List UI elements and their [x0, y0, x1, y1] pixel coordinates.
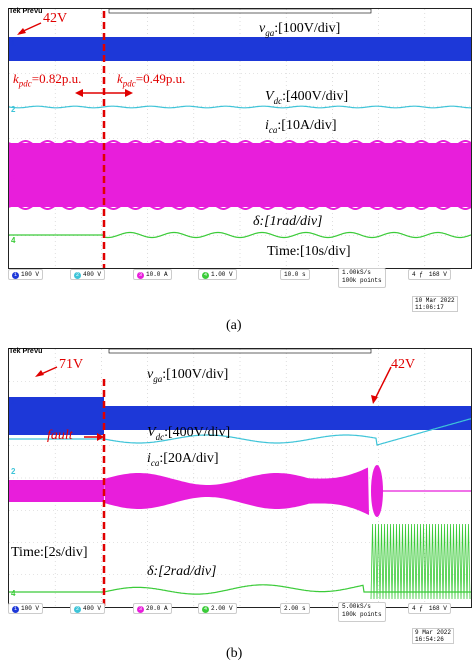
ch4-marker: 4 — [11, 589, 16, 598]
vga-band — [9, 37, 471, 61]
ch3-setting[interactable]: 3 20.0 A — [133, 603, 172, 614]
datetime-a: 10 Mar 2022 11:06:17 — [412, 296, 458, 312]
voltage-right-arrow — [374, 366, 392, 400]
ica-band — [9, 143, 471, 207]
fault-label: fault — [47, 428, 73, 443]
ch3-setting[interactable]: 3 10.0 A — [133, 269, 172, 280]
vga-band-prefault — [9, 397, 104, 435]
voltage-left-note: 71V — [59, 357, 84, 372]
ch1-setting[interactable]: 1 100 V — [8, 269, 44, 280]
panel-b: Tek PreVu 1 2 3 4 71V 42V fault vga:[100… — [0, 340, 474, 661]
fault-arrowhead — [97, 433, 104, 441]
vdc-trace — [9, 105, 471, 109]
ch4-marker: 4 — [11, 236, 16, 245]
sample-rate: 5.00kS/s 100k points — [338, 602, 386, 622]
voltage-left-arrowhead — [35, 370, 44, 377]
ica-band-prefault — [9, 480, 104, 502]
ch4-setting[interactable]: 4 2.00 V — [198, 603, 237, 614]
ica-burst — [371, 465, 383, 517]
scope-screen-a: Tek PreVu 1 2 3 4 42V kpdc=0.82p.u. kpdc… — [8, 8, 472, 269]
vdc-trace — [9, 418, 471, 446]
time-scale-label: Time:[2s/div] — [11, 545, 88, 560]
status-bar-b: 1 100 V 2 400 V 3 20.0 A 4 2.00 V 2.00 s 5.0… — [8, 602, 470, 622]
voltage-right-note: 42V — [391, 357, 416, 372]
scope-brand: Tek PreVu — [9, 8, 43, 15]
waveform-plot-b — [9, 349, 471, 607]
caption-a: (a) — [226, 318, 242, 333]
delta-label: δ:[1rad/div] — [253, 214, 323, 229]
timebase-setting[interactable]: 10.0 s — [280, 269, 310, 280]
kpdc-arrowhead-left — [75, 89, 83, 97]
ch1-setting[interactable]: 1 100 V — [8, 603, 44, 614]
vga-band-postfault — [104, 406, 471, 430]
delta-trace — [9, 584, 471, 595]
voltage-right-arrowhead — [371, 395, 378, 404]
panel-a: Tek PreVu 1 2 3 4 42V kpdc=0.82p.u. kpdc… — [0, 0, 474, 333]
voltage-arrowhead — [17, 28, 26, 35]
ica-edge-top — [9, 140, 471, 146]
trigger-window — [108, 9, 372, 14]
trigger-window — [108, 349, 372, 354]
ch3-marker: 3 — [11, 174, 16, 183]
ch4-setting[interactable]: 4 1.00 V — [198, 269, 237, 280]
kpdc-right-label: kpdc=0.49p.u. — [117, 71, 186, 89]
time-scale-label: Time:[10s/div] — [267, 244, 351, 259]
delta-label: δ:[2rad/div] — [147, 564, 217, 579]
voltage-note: 42V — [43, 11, 68, 26]
ch2-setting[interactable]: 2 400 V — [70, 603, 106, 614]
scope-screen-b: Tek PreVu 1 2 3 4 71V 42V fault vga:[100… — [8, 348, 472, 608]
kpdc-arrowhead-right — [125, 89, 133, 97]
waveform-plot-a — [9, 9, 471, 268]
vdc-label: Vdc:[400V/div] — [147, 425, 231, 442]
timebase-setting[interactable]: 2.00 s — [280, 603, 310, 614]
ica-edge-bottom — [9, 204, 471, 210]
ch3-marker: 3 — [11, 479, 16, 488]
vga-label: vga:[100V/div] — [259, 21, 341, 38]
ch1-marker: 1 — [11, 397, 16, 406]
status-bar-a: 1 100 V 2 400 V 3 10.0 A 4 1.00 V 10.0 s 1.0… — [8, 268, 470, 288]
vga-label: vga:[100V/div] — [147, 367, 229, 384]
ch2-marker: 2 — [11, 467, 16, 476]
ica-label: ica:[20A/div] — [147, 451, 219, 468]
trigger-setting[interactable]: 4 ƒ 168 V — [408, 269, 451, 280]
sample-rate: 1.00kS/s 100k points — [338, 268, 386, 288]
ch2-marker: 2 — [11, 105, 16, 114]
caption-b: (b) — [226, 646, 243, 661]
delta-trace — [9, 231, 471, 239]
datetime-b: 9 Mar 2022 16:54:26 — [412, 628, 455, 644]
kpdc-left-label: kpdc=0.82p.u. — [13, 71, 82, 89]
scope-brand: Tek PreVu — [9, 348, 43, 355]
ch1-marker: 1 — [11, 39, 16, 48]
ch2-setting[interactable]: 2 400 V — [70, 269, 106, 280]
vdc-label: Vdc:[400V/div] — [265, 89, 349, 106]
ica-label: ica:[10A/div] — [265, 118, 337, 135]
ica-envelope — [104, 467, 369, 515]
trigger-setting[interactable]: 4 ƒ 168 V — [408, 603, 451, 614]
delta-slip-trace — [370, 523, 471, 600]
